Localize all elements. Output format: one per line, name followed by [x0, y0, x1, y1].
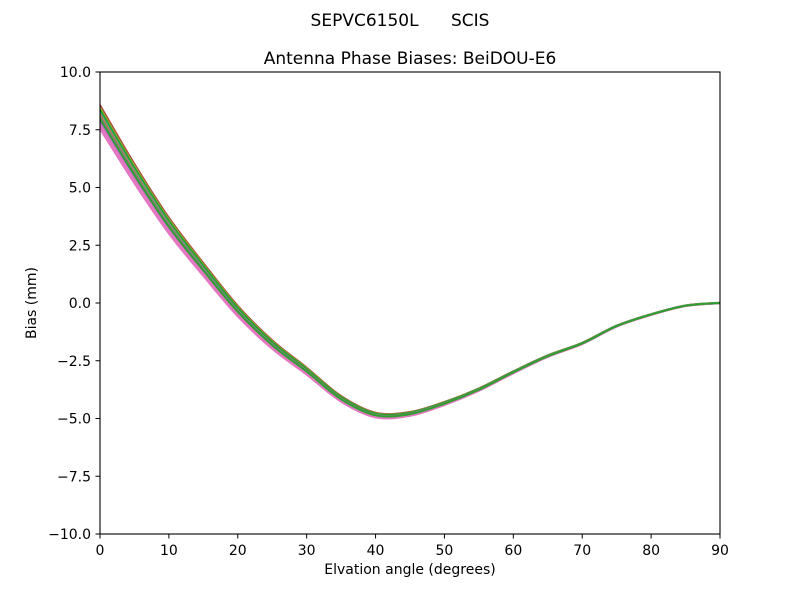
series-lines	[100, 104, 720, 420]
y-tick-label: 5.0	[69, 181, 91, 197]
axes-title: Antenna Phase Biases: BeiDOU-E6	[264, 49, 557, 69]
x-tick-label: 10	[160, 543, 178, 559]
series-line-line-purple	[100, 124, 720, 419]
series-line-line-pink-3	[100, 126, 720, 420]
y-tick-label: −2.5	[57, 354, 91, 370]
series-line-line-pink-2	[100, 123, 720, 419]
y-tick-label: 0.0	[69, 296, 91, 312]
x-tick-label: 40	[367, 543, 385, 559]
series-line-line-purple-2	[100, 120, 720, 419]
x-tick-label: 60	[504, 543, 522, 559]
x-tick-label: 30	[298, 543, 316, 559]
y-tick-label: 10.0	[60, 65, 91, 81]
y-tick-label: 7.5	[69, 123, 91, 139]
figure-suptitle: SEPVC6150L SCIS	[311, 11, 490, 31]
y-tick-label: −10.0	[48, 527, 91, 543]
y-tick-label: −7.5	[57, 469, 91, 485]
x-axis-label: Elvation angle (degrees)	[324, 562, 495, 578]
x-axis-ticks: 0 10 20 30 40 50 60 70 80 90	[96, 534, 729, 559]
x-tick-label: 50	[436, 543, 454, 559]
x-tick-label: 0	[96, 543, 105, 559]
series-line-line-pink	[100, 128, 720, 420]
y-tick-label: −5.0	[57, 412, 91, 428]
y-axis-ticks: 10.0 7.5 5.0 2.5 0.0 −2.5 −5.0 −7.5 −10.0	[48, 65, 100, 543]
x-tick-label: 70	[573, 543, 591, 559]
x-tick-label: 80	[642, 543, 660, 559]
series-line-line-green-2	[100, 117, 720, 418]
series-line-line-gray	[100, 114, 720, 417]
x-tick-label: 90	[711, 543, 729, 559]
y-axis-label: Bias (mm)	[24, 267, 40, 339]
axes-frame	[99, 71, 721, 535]
y-tick-label: 2.5	[69, 238, 91, 254]
x-tick-label: 20	[229, 543, 247, 559]
